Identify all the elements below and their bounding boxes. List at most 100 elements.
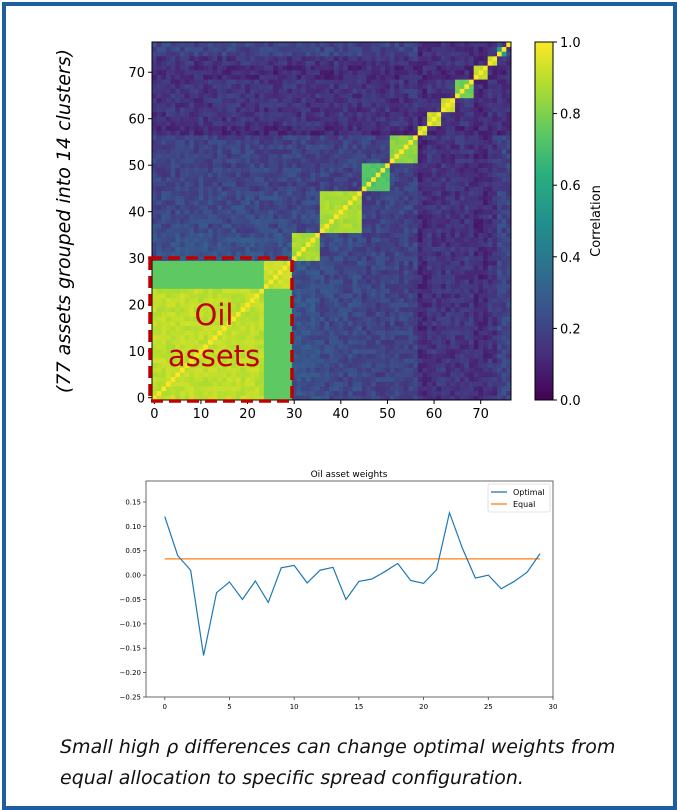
heatmap-cell [249,204,255,210]
heatmap-cell [459,186,465,192]
heatmap-cell [403,372,409,378]
heatmap-cell [487,353,493,359]
heatmap-cell [189,200,195,206]
heatmap-cell [385,125,391,131]
heatmap-cell [427,134,433,141]
heatmap-cell [389,144,395,150]
heatmap-cell [152,376,158,382]
heatmap-cell [203,283,209,289]
heatmap-cell [273,241,279,247]
heatmap-cell [436,134,442,141]
heatmap-cell [455,111,461,117]
heatmap-cell [315,139,321,145]
heatmap-cell [165,172,172,178]
heatmap-cell [212,232,218,238]
heatmap-cell [193,172,200,178]
heatmap-cell [263,162,269,168]
heatmap-cell [371,158,377,164]
heatmap-cell [254,158,260,164]
heatmap-cell [371,162,377,168]
heatmap-cell [212,265,218,271]
heatmap-cell [389,218,395,224]
heatmap-cell [389,330,395,336]
heatmap-cell [179,316,186,322]
heatmap-cell [361,279,367,285]
heatmap-cell [296,102,302,108]
heatmap-cell [506,358,512,364]
heatmap-cell [343,362,349,368]
heatmap-cell [431,395,437,401]
heatmap-cell [165,381,172,387]
heatmap-cell [455,204,461,210]
heatmap-cell [184,293,190,299]
heatmap-cell [231,116,237,122]
heatmap-cell [184,232,190,238]
heatmap-cell [399,358,405,364]
heatmap-cell [226,316,232,322]
heatmap-cell [310,288,316,294]
heatmap-cell [413,251,419,257]
heatmap-cell [366,320,372,327]
heatmap-cell [357,269,363,275]
heatmap-cell [268,237,274,243]
heatmap-cell [221,353,227,359]
heatmap-cell [473,386,479,392]
heatmap-cell [189,311,195,317]
heatmap-cell [287,148,293,154]
heatmap-cell [179,237,186,243]
heatmap-cell [347,130,353,136]
heatmap-cell [492,367,498,373]
heatmap-cell [179,116,186,122]
heatmap-cell [399,353,405,359]
heatmap-cell [329,274,335,280]
heatmap-cell [198,125,204,131]
heatmap-cell [445,107,451,113]
heatmap-cell [394,227,400,234]
heatmap-cell [287,386,293,392]
heatmap-cell [487,334,493,340]
heatmap-cell [217,386,223,392]
heatmap-cell [277,339,283,345]
heatmap-cell [245,320,251,327]
heatmap-cell [305,307,311,313]
heatmap-cell [329,279,335,285]
heatmap-cell [259,251,265,257]
heatmap-cell [431,325,437,331]
heatmap-cell [338,241,344,247]
heatmap-cell [231,320,237,327]
heatmap-cell [347,288,353,294]
heatmap-cell [422,330,428,336]
heatmap-cell [487,223,493,229]
heatmap-cell [249,255,255,261]
heatmap-cell [469,204,475,210]
heatmap-cell [301,334,307,340]
heatmap-cell [347,121,353,127]
heatmap-cell [506,251,512,257]
heatmap-cell [506,223,512,229]
heatmap-cell [254,102,260,108]
heatmap-cell [156,102,162,108]
heatmap-cell [445,339,451,345]
heatmap-cell [259,181,265,187]
heatmap-cell [324,395,330,401]
heatmap-cell [501,153,507,159]
heatmap-cell [352,237,358,243]
heatmap-cell [464,283,470,289]
heatmap-cell [408,130,414,136]
heatmap-cell [184,214,190,220]
heatmap-cell [450,358,456,364]
heatmap-cell [319,353,325,359]
heatmap-cell [152,139,158,145]
heatmap-cell [259,246,265,252]
heatmap-cell [305,97,311,103]
heatmap-cell [338,190,344,196]
heatmap-cell [436,116,442,122]
heatmap-cell [324,111,330,117]
heatmap-cell [273,283,279,289]
heatmap-cell [455,362,461,368]
heatmap-cell [473,209,479,215]
heatmap-cell [371,200,377,206]
heatmap-cell [375,251,381,257]
heatmap-cell [361,344,367,350]
heatmap-cell [235,102,241,108]
